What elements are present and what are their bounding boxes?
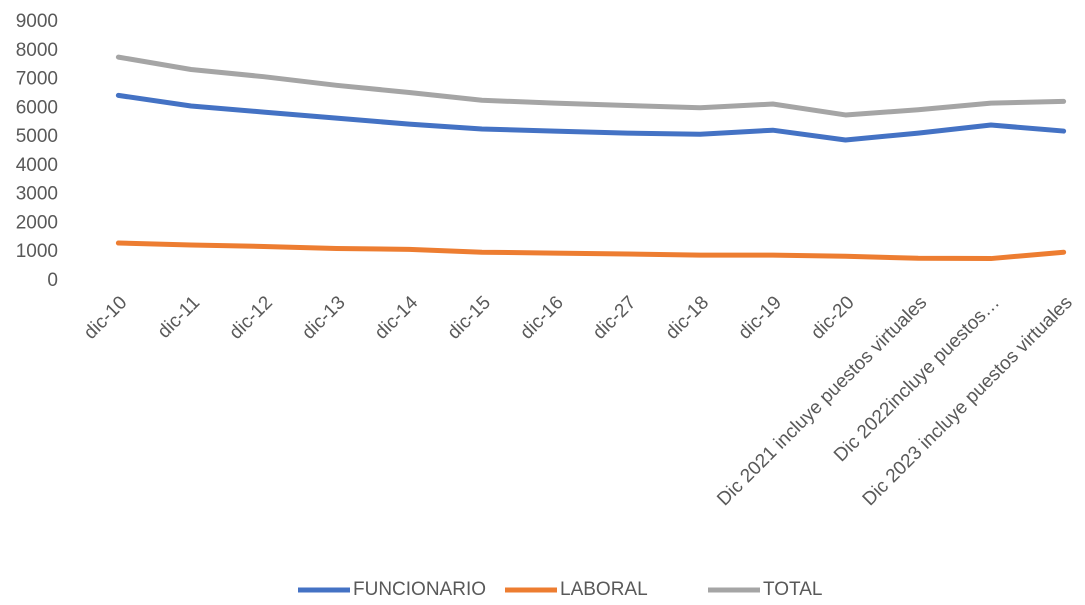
legend-label: TOTAL: [763, 579, 822, 600]
line: [115, 240, 1067, 262]
x-tick-label: dic-14: [371, 292, 423, 344]
line: [115, 92, 1067, 143]
y-tick-label: 0: [47, 270, 58, 291]
line: [115, 54, 1067, 118]
x-tick-label: dic-16: [516, 292, 567, 343]
y-tick-label: 7000: [16, 69, 58, 90]
x-tick-label: dic-19: [734, 292, 785, 343]
y-tick-label: 3000: [16, 184, 58, 205]
x-tick-label: dic-27: [589, 292, 640, 343]
legend-label: LABORAL: [560, 579, 648, 600]
y-tick-label: 1000: [16, 241, 58, 262]
y-tick-label: 4000: [16, 155, 58, 176]
y-tick-label: 2000: [16, 212, 58, 233]
x-tick-label: dic-13: [298, 292, 349, 343]
y-tick-label: 6000: [16, 97, 58, 118]
y-tick-label: 9000: [16, 11, 58, 32]
x-tick-label: dic-11: [154, 292, 204, 342]
x-tick-label: dic-10: [80, 292, 131, 343]
x-tick-label: dic-15: [444, 292, 495, 343]
y-tick-label: 8000: [16, 40, 58, 61]
x-tick-label: dic-12: [225, 292, 276, 343]
y-tick-label: 5000: [16, 126, 58, 147]
x-tick-label: dic-20: [807, 292, 858, 343]
x-tick-label: dic-18: [662, 292, 713, 343]
legend-label: FUNCIONARIO: [353, 579, 486, 600]
